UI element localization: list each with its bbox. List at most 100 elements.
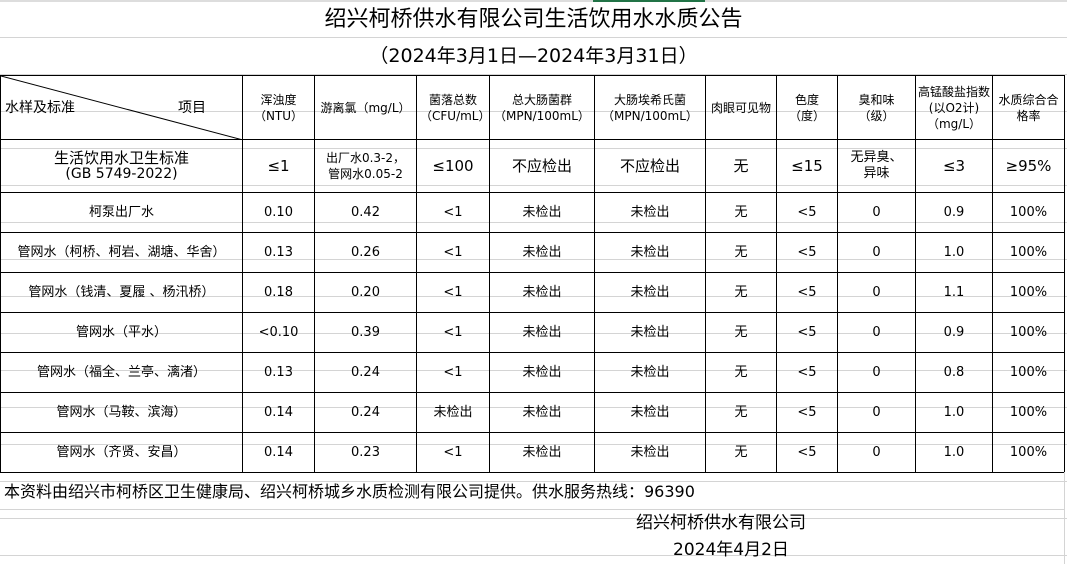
table-cell[interactable]: <1 <box>416 432 490 473</box>
table-cell[interactable]: <5 <box>776 192 838 233</box>
table-cell[interactable]: 0.9 <box>915 192 993 233</box>
column-header[interactable]: 高锰酸盐指数(以O2计)（mg/L） <box>915 75 993 140</box>
standard-value[interactable]: ≤3 <box>915 139 993 193</box>
table-cell[interactable]: 1.0 <box>915 392 993 433</box>
table-cell[interactable]: 未检出 <box>489 352 595 393</box>
table-cell[interactable]: 未检出 <box>594 392 706 433</box>
table-cell[interactable]: 未检出 <box>594 432 706 473</box>
table-cell[interactable]: 0.42 <box>314 192 417 233</box>
table-cell[interactable]: <5 <box>776 392 838 433</box>
table-cell[interactable]: 无 <box>705 392 777 433</box>
table-cell[interactable]: 0.13 <box>242 232 315 273</box>
table-cell[interactable]: 未检出 <box>594 272 706 313</box>
sample-name-cell[interactable]: 管网水（马鞍、滨海） <box>0 392 243 433</box>
table-cell[interactable]: 0.26 <box>314 232 417 273</box>
sample-name-cell[interactable]: 管网水（福全、兰亭、漓渚） <box>0 352 243 393</box>
table-cell[interactable]: 0 <box>837 432 916 473</box>
standard-value[interactable]: 无 <box>705 139 777 193</box>
corner-header-cell[interactable]: 水样及标准 项目 <box>0 75 243 140</box>
sample-name-cell[interactable]: 管网水（钱清、夏履 、杨汛桥） <box>0 272 243 313</box>
table-cell[interactable]: 无 <box>705 312 777 353</box>
table-cell[interactable]: 0.14 <box>242 432 315 473</box>
table-cell[interactable]: 0.23 <box>314 432 417 473</box>
sample-name-cell[interactable]: 管网水（齐贤、安昌） <box>0 432 243 473</box>
footer-note[interactable]: 本资料由绍兴市柯桥区卫生健康局、绍兴柯桥城乡水质检测有限公司提供。供水服务热线：… <box>4 482 695 501</box>
table-cell[interactable]: <5 <box>776 232 838 273</box>
company-name[interactable]: 绍兴柯桥供水有限公司 <box>636 513 806 533</box>
table-cell[interactable]: 0.24 <box>314 392 417 433</box>
table-cell[interactable]: 未检出 <box>594 232 706 273</box>
table-cell[interactable]: <0.10 <box>242 312 315 353</box>
standard-value[interactable]: ≥95% <box>992 139 1065 193</box>
table-cell[interactable]: 1.0 <box>915 432 993 473</box>
column-header[interactable]: 臭和味（级） <box>837 75 916 140</box>
standard-value[interactable]: ≤100 <box>416 139 490 193</box>
table-cell[interactable]: 0 <box>837 392 916 433</box>
table-cell[interactable]: <1 <box>416 232 490 273</box>
standard-value[interactable]: 无异臭、异味 <box>837 139 916 193</box>
table-cell[interactable]: 0.18 <box>242 272 315 313</box>
table-cell[interactable]: 0.10 <box>242 192 315 233</box>
table-cell[interactable]: 未检出 <box>489 432 595 473</box>
table-cell[interactable]: 无 <box>705 272 777 313</box>
table-cell[interactable]: 100% <box>992 352 1065 393</box>
table-cell[interactable]: 未检出 <box>489 272 595 313</box>
table-cell[interactable]: 0.20 <box>314 272 417 313</box>
table-cell[interactable]: 0 <box>837 272 916 313</box>
table-cell[interactable]: <1 <box>416 272 490 313</box>
table-cell[interactable]: 未检出 <box>489 392 595 433</box>
column-header[interactable]: 菌落总数（CFU/mL） <box>416 75 490 140</box>
table-cell[interactable]: 未检出 <box>594 312 706 353</box>
table-cell[interactable]: 0 <box>837 232 916 273</box>
sample-name-cell[interactable]: 柯泵出厂水 <box>0 192 243 233</box>
table-cell[interactable]: 未检出 <box>489 192 595 233</box>
table-cell[interactable]: 未检出 <box>416 392 490 433</box>
table-cell[interactable]: <1 <box>416 312 490 353</box>
table-cell[interactable]: 100% <box>992 232 1065 273</box>
column-header[interactable]: 肉眼可见物 <box>705 75 777 140</box>
table-cell[interactable]: <5 <box>776 312 838 353</box>
publish-date[interactable]: 2024年4月2日 <box>673 540 789 560</box>
standard-value[interactable]: ≤15 <box>776 139 838 193</box>
column-header[interactable]: 游离氯（mg/L） <box>314 75 417 140</box>
table-cell[interactable]: 未检出 <box>594 192 706 233</box>
sample-name-cell[interactable]: 管网水（平水） <box>0 312 243 353</box>
table-cell[interactable]: <5 <box>776 432 838 473</box>
table-cell[interactable]: 未检出 <box>489 312 595 353</box>
standard-value[interactable]: 不应检出 <box>594 139 706 193</box>
table-cell[interactable]: <1 <box>416 352 490 393</box>
table-cell[interactable]: 0 <box>837 312 916 353</box>
table-cell[interactable]: 未检出 <box>594 352 706 393</box>
standard-value[interactable]: ≤1 <box>242 139 315 193</box>
sample-name-cell[interactable]: 管网水（柯桥、柯岩、湖塘、华舍） <box>0 232 243 273</box>
table-cell[interactable]: 0 <box>837 352 916 393</box>
column-header[interactable]: 色度（度） <box>776 75 838 140</box>
table-cell[interactable]: 0.39 <box>314 312 417 353</box>
table-cell[interactable]: <5 <box>776 352 838 393</box>
table-cell[interactable]: 100% <box>992 392 1065 433</box>
table-cell[interactable]: 未检出 <box>489 232 595 273</box>
table-cell[interactable]: <5 <box>776 272 838 313</box>
table-cell[interactable]: 0.24 <box>314 352 417 393</box>
table-cell[interactable]: 无 <box>705 432 777 473</box>
table-cell[interactable]: 0.13 <box>242 352 315 393</box>
standard-value[interactable]: 出厂水0.3-2，管网水0.05-2 <box>314 139 417 193</box>
table-cell[interactable]: 100% <box>992 272 1065 313</box>
table-cell[interactable]: 0.14 <box>242 392 315 433</box>
table-cell[interactable]: 0.9 <box>915 312 993 353</box>
table-cell[interactable]: 无 <box>705 352 777 393</box>
table-cell[interactable]: 无 <box>705 192 777 233</box>
column-header[interactable]: 水质综合合格率 <box>992 75 1065 140</box>
table-cell[interactable]: 无 <box>705 232 777 273</box>
table-cell[interactable]: <1 <box>416 192 490 233</box>
standard-name-cell[interactable]: 生活饮用水卫生标准 (GB 5749-2022) <box>0 139 243 193</box>
table-cell[interactable]: 100% <box>992 192 1065 233</box>
table-cell[interactable]: 1.0 <box>915 232 993 273</box>
table-cell[interactable]: 1.1 <box>915 272 993 313</box>
table-cell[interactable]: 0 <box>837 192 916 233</box>
column-header[interactable]: 总大肠菌群（MPN/100mL） <box>489 75 595 140</box>
table-cell[interactable]: 100% <box>992 432 1065 473</box>
table-cell[interactable]: 0.8 <box>915 352 993 393</box>
table-cell[interactable]: 100% <box>992 312 1065 353</box>
column-header[interactable]: 大肠埃希氏菌（MPN/100mL） <box>594 75 706 140</box>
